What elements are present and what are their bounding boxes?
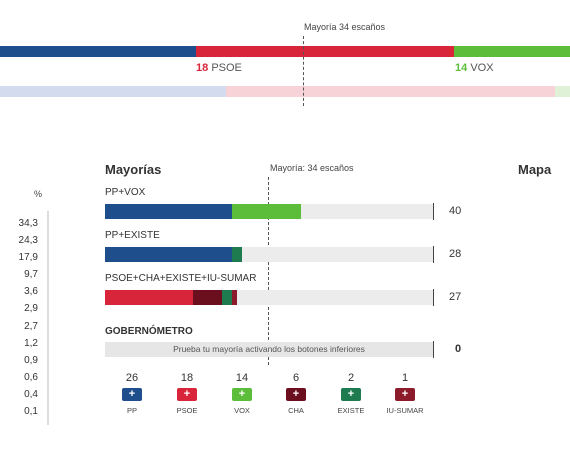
vox-seats: 14 bbox=[455, 62, 468, 74]
party-seats: 14 bbox=[235, 372, 249, 384]
seat-bar-pp bbox=[0, 46, 196, 57]
party-name: CHA bbox=[288, 406, 304, 415]
faded-bar-psoe bbox=[226, 86, 555, 97]
percent-value: 1,2 bbox=[24, 337, 38, 349]
coalition-name: PSOE+CHA+EXISTE+IU-SUMAR bbox=[105, 273, 257, 284]
percent-header: % bbox=[34, 189, 43, 199]
add-party-button[interactable]: + bbox=[177, 388, 197, 401]
mayorias-title: Mayorías bbox=[105, 162, 162, 177]
add-party-button[interactable]: + bbox=[395, 388, 415, 401]
party-toggle-iu-sumar: 1 + IU-SUMAR bbox=[386, 372, 423, 415]
party-seats: 18 bbox=[180, 372, 194, 384]
party-toggle-pp: 26 + PP bbox=[117, 372, 147, 415]
party-toggle-existe: 2 + EXISTE bbox=[336, 372, 366, 415]
add-party-button[interactable]: + bbox=[286, 388, 306, 401]
faded-bar-pp bbox=[0, 86, 226, 97]
party-toggle-cha: 6 + CHA bbox=[281, 372, 311, 415]
psoe-seats: 18 bbox=[196, 62, 209, 74]
psoe-seat-count: 18 PSOE bbox=[196, 62, 242, 74]
coalition-segment-cha bbox=[193, 290, 223, 305]
faded-bar-vox bbox=[555, 86, 570, 97]
coalition-segment-existe bbox=[232, 247, 243, 262]
coalition-name: PP+VOX bbox=[105, 187, 146, 198]
seat-bar-psoe bbox=[196, 46, 454, 57]
party-seats: 2 bbox=[347, 372, 355, 384]
add-party-button[interactable]: + bbox=[232, 388, 252, 401]
percent-value: 3,6 bbox=[24, 286, 38, 298]
psoe-name: PSOE bbox=[211, 62, 242, 74]
left-column-divider bbox=[47, 211, 49, 425]
party-name: EXISTE bbox=[337, 406, 365, 415]
gobernometro-title: GOBERNÓMETRO bbox=[105, 326, 193, 337]
coalition-segment-existe bbox=[222, 290, 233, 305]
coalition-total: 40 bbox=[449, 205, 462, 217]
coalition-segment-pp bbox=[105, 247, 233, 262]
percent-value: 2,9 bbox=[24, 303, 38, 315]
coalition-segment-pp bbox=[105, 204, 233, 219]
coalition-separator bbox=[433, 203, 434, 220]
vox-name: VOX bbox=[470, 62, 494, 74]
gobernometro-total: 0 bbox=[455, 343, 462, 355]
add-party-button[interactable]: + bbox=[122, 388, 142, 401]
majority-label: Mayoría: 34 escaños bbox=[270, 163, 354, 173]
percent-value: 17,9 bbox=[18, 252, 38, 264]
majority-line-top bbox=[303, 36, 304, 106]
mapa-title: Mapa bbox=[518, 162, 552, 177]
coalition-bar bbox=[105, 204, 433, 219]
party-name: PP bbox=[126, 406, 137, 415]
party-seats: 1 bbox=[401, 372, 409, 384]
coalition-segment-iu-sumar bbox=[232, 290, 238, 305]
party-name: PSOE bbox=[176, 406, 198, 415]
seat-distribution-bar-faded bbox=[0, 86, 570, 97]
party-seats: 6 bbox=[292, 372, 300, 384]
party-seats: 26 bbox=[125, 372, 139, 384]
party-name: VOX bbox=[234, 406, 250, 415]
percent-value: 0,1 bbox=[24, 406, 38, 418]
party-name: IU-SUMAR bbox=[386, 406, 424, 415]
coalition-separator bbox=[433, 246, 434, 263]
vox-seat-count: 14 VOX bbox=[455, 62, 494, 74]
percent-value: 9,7 bbox=[24, 269, 38, 281]
add-party-button[interactable]: + bbox=[341, 388, 361, 401]
percent-value: 34,3 bbox=[18, 218, 38, 229]
gobernometro-bar: Prueba tu mayoría activando los botones … bbox=[105, 342, 433, 357]
coalition-total: 28 bbox=[449, 248, 462, 260]
coalition-bar bbox=[105, 247, 433, 262]
gobernometro-separator bbox=[433, 341, 434, 358]
coalition-segment-psoe bbox=[105, 290, 194, 305]
percent-list: 34,3 24,3 17,9 9,7 3,6 2,9 2,7 1,2 0,9 0,6 0,4 0,1 bbox=[0, 215, 38, 420]
percent-value: 0,4 bbox=[24, 388, 38, 400]
coalition-name: PP+EXISTE bbox=[105, 230, 160, 241]
coalition-separator bbox=[433, 289, 434, 306]
party-toggle-psoe: 18 + PSOE bbox=[172, 372, 202, 415]
party-toggle-vox: 14 + VOX bbox=[227, 372, 257, 415]
coalition-bar bbox=[105, 290, 433, 305]
seat-distribution-bar bbox=[0, 46, 570, 57]
majority-line bbox=[268, 177, 269, 365]
seat-bar-vox bbox=[454, 46, 570, 57]
percent-value: 0,6 bbox=[24, 371, 38, 383]
percent-value: 24,3 bbox=[18, 235, 38, 247]
majority-label-top: Mayoría 34 escaños bbox=[304, 22, 386, 32]
coalition-segment-vox bbox=[232, 204, 301, 219]
coalition-total: 27 bbox=[449, 291, 462, 303]
percent-value: 0,9 bbox=[24, 354, 38, 366]
percent-value: 2,7 bbox=[24, 320, 38, 332]
